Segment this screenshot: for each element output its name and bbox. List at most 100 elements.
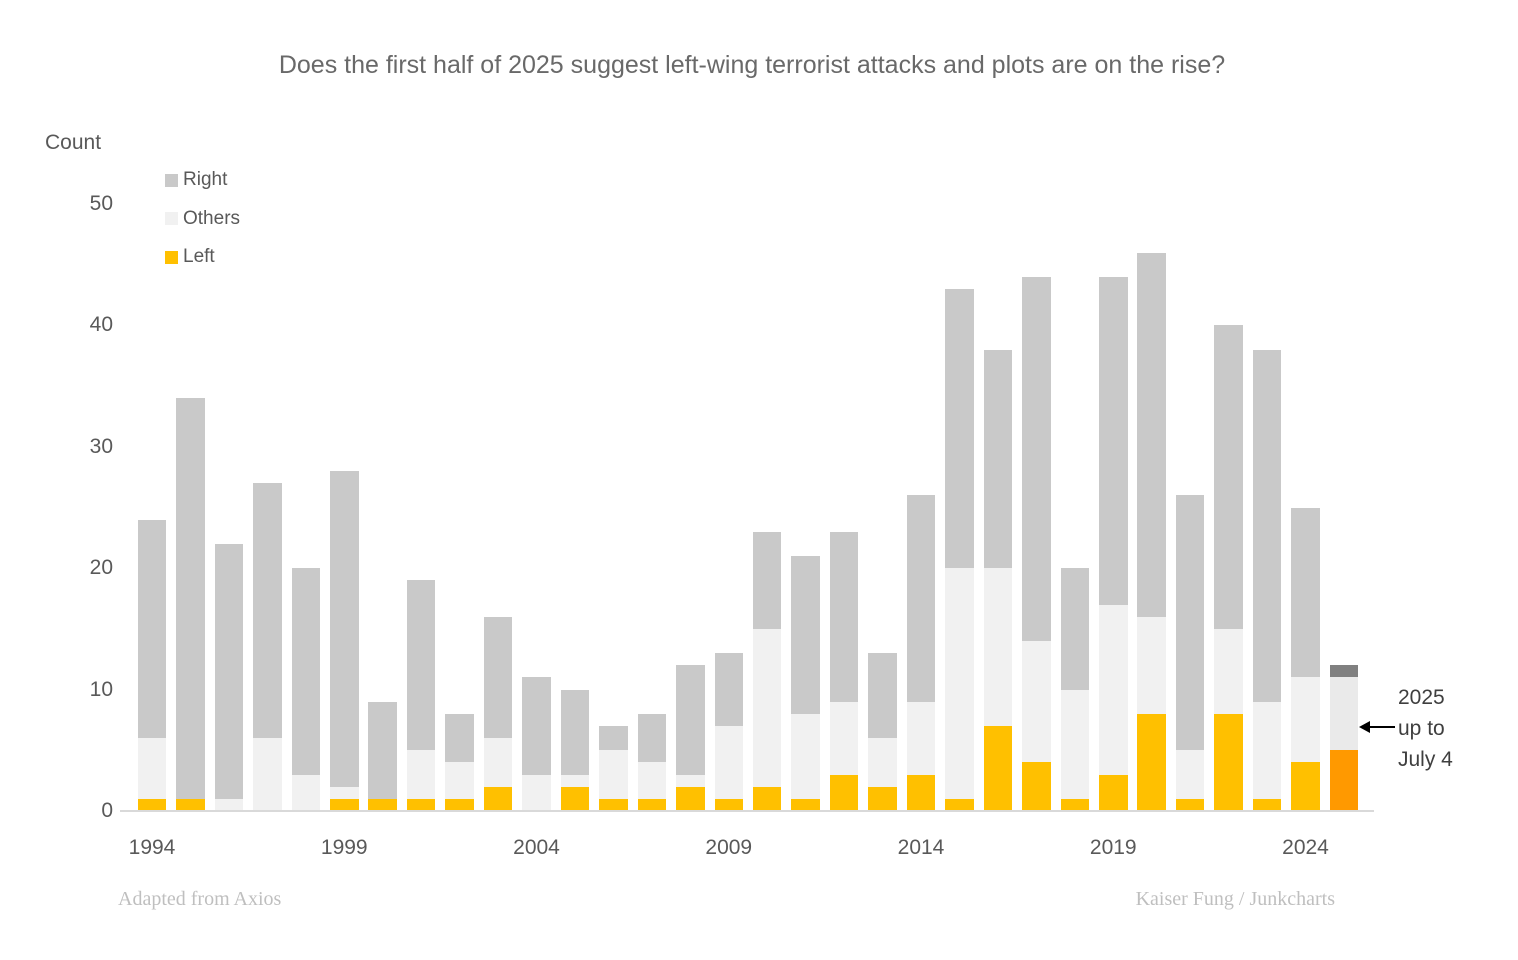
bar-segment-2008-right [676, 665, 705, 775]
bar-segment-1998-right [291, 568, 321, 775]
bar-segment-1999-others [330, 786, 359, 799]
bar-segment-2021-right [1175, 495, 1205, 751]
bar-segment-2016-left [983, 726, 1013, 811]
legend: Right Others Left [165, 169, 240, 286]
bar-segment-2009-others [714, 726, 743, 799]
y-tick-50: 50 [89, 192, 113, 215]
bar-segment-2022-right [1214, 325, 1243, 629]
bar-segment-1994-left [137, 798, 167, 811]
bar-segment-2023-right [1252, 349, 1282, 702]
bar-segment-2013-left [868, 786, 897, 811]
bar-segment-2003-right [483, 616, 513, 739]
bar-segment-2003-others [483, 738, 513, 787]
bar-segment-2017-left [1022, 762, 1051, 811]
bar-segment-1994-others [137, 738, 167, 799]
bar-segment-2019-left [1099, 774, 1128, 811]
bar-segment-2008-others [676, 774, 705, 787]
bar-segment-2015-right [945, 288, 974, 569]
bar-segment-2024-left [1291, 762, 1320, 811]
bar-segment-2001-right [406, 580, 436, 751]
bar-segment-1995-right [176, 398, 205, 799]
bar-segment-2003-left [483, 786, 513, 811]
bar-segment-2020-left [1137, 713, 1166, 811]
bar-segment-1998-others [291, 774, 321, 811]
y-axis-title: Count [45, 131, 102, 154]
bar-segment-2023-left [1252, 798, 1282, 811]
bar-segment-2021-others [1175, 750, 1205, 799]
x-tick-2024: 2024 [1282, 836, 1329, 859]
bar-segment-2014-right [906, 495, 936, 702]
bar-segment-2020-others [1137, 616, 1166, 714]
legend-label: Right [183, 169, 228, 190]
annotation-2025: 2025 up to July 4 [1398, 686, 1453, 771]
bar-segment-2018-left [1060, 798, 1090, 811]
bar-segment-1999-right [330, 471, 359, 787]
bar-segment-2002-left [445, 798, 474, 811]
bar-segment-2018-others [1060, 689, 1090, 799]
bar-segment-2024-right [1291, 507, 1320, 678]
x-tick-2019: 2019 [1089, 836, 1137, 859]
x-tick-2004: 2004 [513, 836, 560, 859]
bar-segment-1996-others [214, 798, 244, 811]
bar-segment-2024-others [1291, 677, 1320, 763]
y-tick-30: 30 [89, 434, 113, 458]
bar-segment-2011-left [791, 798, 820, 811]
bar-segment-2022-left [1214, 713, 1243, 811]
bar-segment-1994-right [137, 519, 167, 739]
bar-segment-2001-others [406, 750, 436, 799]
bar-segment-2006-left [599, 798, 628, 811]
y-tick-0: 0 [101, 799, 113, 822]
x-tick-2014: 2014 [897, 836, 945, 859]
bar-segment-2021-left [1175, 798, 1205, 811]
bar-segment-2009-left [714, 798, 743, 811]
bar-segment-2020-right [1137, 252, 1166, 617]
y-tick-40: 40 [89, 313, 113, 337]
arrow-shaft [1369, 726, 1395, 728]
x-tick-1994: 1994 [128, 836, 176, 859]
bar-segment-2006-right [599, 726, 628, 751]
bar-segment-1999-left [330, 798, 359, 811]
legend-item-others: Others [165, 208, 240, 229]
bar-segment-2005-others [560, 774, 590, 787]
left-arrow-icon [1359, 721, 1370, 733]
bar-segment-2005-right [560, 689, 590, 775]
bar-segment-2019-right [1099, 276, 1128, 605]
bar-segment-2022-others [1214, 628, 1243, 714]
bar-segment-2004-others [522, 774, 551, 811]
y-tick-10: 10 [89, 677, 113, 701]
bar-segment-2007-right [637, 713, 667, 763]
bar-segment-2014-left [906, 774, 936, 811]
bar-segment-2015-left [945, 798, 974, 811]
bar-segment-2012-left [829, 774, 859, 811]
bar-segment-2009-right [714, 653, 743, 726]
bar-segment-1997-others [253, 738, 282, 811]
bar-segment-2017-others [1022, 641, 1051, 763]
bar-segment-2016-right [983, 349, 1013, 569]
y-tick-20: 20 [89, 556, 113, 580]
legend-swatch-right [165, 173, 178, 187]
bar-segment-2005-left [560, 786, 590, 811]
bar-segment-1997-right [253, 483, 282, 739]
bar-segment-2014-others [906, 701, 936, 775]
bar-segment-2011-right [791, 556, 820, 714]
bar-segment-2018-right [1060, 568, 1090, 690]
bar-segment-1996-right [214, 543, 244, 799]
x-axis-line [120, 810, 1374, 812]
credit-author: Kaiser Fung / Junkcharts [1135, 888, 1335, 910]
bar-segment-2012-others [829, 701, 859, 775]
bar-segment-2002-others [445, 762, 474, 799]
bar-segment-2025-right [1329, 665, 1359, 678]
bar-segment-2019-others [1099, 604, 1128, 775]
x-tick-1999: 1999 [320, 836, 368, 859]
bar-segment-1995-left [176, 798, 205, 811]
legend-swatch-left [165, 250, 178, 264]
bar-segment-2013-right [868, 653, 897, 739]
bar-segment-2000-left [368, 798, 397, 811]
x-tick-2009: 2009 [705, 836, 753, 859]
bar-segment-2001-left [406, 798, 436, 811]
bar-segment-2002-right [445, 713, 474, 763]
bar-segment-2012-right [829, 531, 859, 702]
chart-title: Does the first half of 2025 suggest left… [278, 51, 1226, 79]
bar-segment-2025-others [1329, 677, 1359, 751]
